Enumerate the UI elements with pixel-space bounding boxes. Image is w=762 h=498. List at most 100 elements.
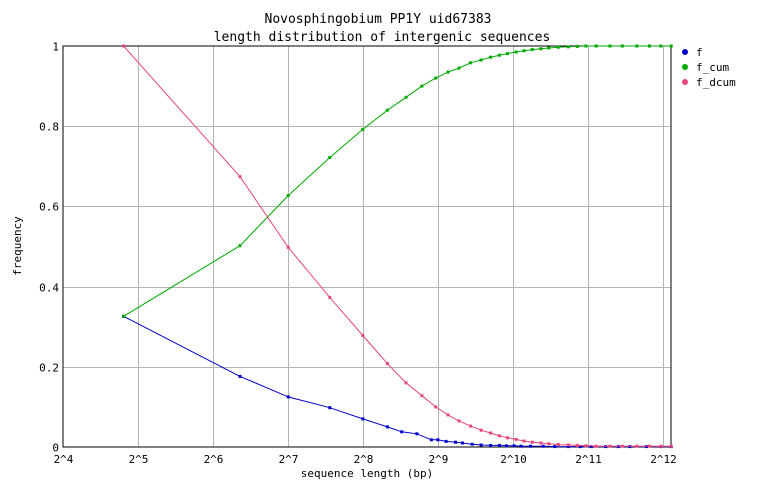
data-point: [608, 44, 612, 48]
x-tick-label: 2^4: [54, 453, 74, 466]
x-tick-label: 2^8: [354, 453, 374, 466]
data-point: [547, 46, 551, 50]
data-point: [454, 440, 457, 444]
y-tick-label: 0.4: [39, 282, 59, 295]
data-point: [506, 436, 509, 440]
data-point: [461, 441, 464, 445]
y-axis-ticks: 0 0.2 0.4 0.6 0.8 1: [39, 41, 59, 455]
data-point: [328, 295, 332, 299]
data-point: [385, 425, 389, 429]
data-point: [429, 438, 433, 442]
data-point: [589, 445, 593, 449]
data-point: [539, 441, 543, 445]
data-point: [522, 49, 526, 53]
data-point: [457, 419, 461, 423]
legend-label: f_dcum: [696, 76, 736, 89]
y-tick-label: 0.6: [39, 201, 59, 214]
data-point: [328, 156, 332, 159]
y-tick-label: 0.2: [39, 362, 59, 375]
data-point: [420, 84, 424, 88]
chart-title-line1: Novosphingobium PP1Y uid67383: [265, 12, 492, 27]
grid-lines: [63, 46, 671, 447]
data-point: [659, 44, 663, 48]
data-point: [669, 44, 673, 48]
data-point: [469, 424, 473, 428]
data-point: [514, 50, 518, 54]
x-tick-label: 2^9: [429, 453, 449, 466]
data-point: [529, 444, 532, 448]
series-f-dcum: [122, 44, 673, 448]
x-tick-label: 2^5: [129, 453, 149, 466]
series-layer: [122, 44, 673, 449]
data-point: [479, 443, 483, 447]
data-point: [436, 438, 440, 442]
series-line: [123, 45, 672, 447]
data-point: [514, 437, 518, 441]
data-point: [556, 443, 560, 447]
data-point: [566, 45, 570, 49]
data-point: [446, 413, 450, 417]
data-point: [541, 444, 545, 448]
data-point: [328, 406, 332, 410]
data-point: [434, 76, 438, 80]
data-point: [457, 66, 461, 70]
data-point: [504, 444, 508, 448]
data-point: [497, 443, 501, 447]
data-point: [497, 434, 501, 438]
data-point: [648, 444, 651, 448]
data-point: [404, 95, 408, 99]
data-point: [238, 175, 242, 179]
data-point: [575, 44, 579, 48]
data-point: [400, 430, 404, 434]
data-point: [361, 417, 365, 421]
y-tick-label: 0.8: [39, 121, 59, 134]
data-point: [506, 52, 509, 56]
data-point: [575, 443, 579, 447]
data-point: [446, 70, 450, 74]
data-point: [659, 444, 663, 448]
data-point: [584, 44, 588, 48]
data-point: [522, 439, 526, 443]
data-point: [361, 334, 365, 337]
data-point: [434, 405, 438, 409]
data-point: [286, 395, 290, 399]
data-point: [479, 58, 483, 62]
data-point: [122, 44, 126, 48]
data-point: [566, 445, 570, 449]
x-tick-label: 2^6: [204, 453, 224, 466]
data-point: [420, 394, 424, 398]
data-point: [385, 362, 389, 366]
data-point: [635, 444, 639, 448]
data-point: [594, 444, 598, 448]
data-point: [584, 444, 588, 448]
data-point: [669, 444, 673, 448]
x-tick-label: 2^12: [650, 453, 677, 466]
x-axis-label: sequence length (bp): [301, 467, 433, 480]
x-tick-label: 2^11: [575, 453, 602, 466]
legend-label: f_cum: [696, 61, 729, 74]
data-point: [556, 45, 560, 49]
data-point: [479, 428, 483, 432]
plot-frame: [62, 45, 672, 448]
data-point: [578, 445, 582, 449]
data-point: [489, 55, 493, 59]
x-tick-label: 2^7: [279, 453, 299, 466]
legend-label: f: [696, 46, 703, 59]
data-point: [553, 445, 557, 449]
data-point: [469, 61, 473, 65]
legend: f f_cum f_dcum: [682, 46, 736, 89]
data-point: [489, 443, 493, 447]
x-axis-ticks: 2^4 2^5 2^6 2^7 2^8 2^9 2^10 2^11 2^12: [54, 453, 677, 466]
data-point: [404, 381, 408, 385]
series-f: [122, 314, 673, 449]
data-point: [238, 244, 242, 248]
data-point: [385, 108, 389, 112]
data-point: [519, 444, 523, 448]
data-point: [415, 432, 419, 436]
data-point: [444, 439, 448, 443]
data-point: [547, 442, 551, 446]
data-point: [361, 127, 365, 131]
data-point: [648, 44, 651, 48]
data-point: [497, 53, 501, 57]
